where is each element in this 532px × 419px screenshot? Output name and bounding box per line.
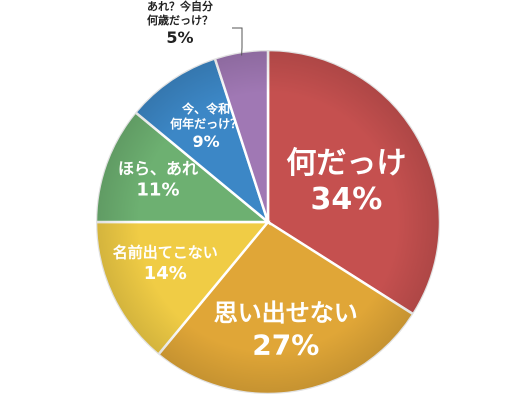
slice-percent-3: 11% bbox=[136, 180, 179, 201]
slice-percent-5: 5% bbox=[166, 28, 193, 47]
slice-label-4-line-0: 今、令和 bbox=[181, 101, 230, 116]
slice-label-1-line-0: 思い出せない bbox=[214, 299, 358, 327]
slice-percent-2: 14% bbox=[144, 263, 187, 284]
slice-percent-1: 27% bbox=[252, 329, 319, 362]
slice-label-3-line-0: ほら、あれ bbox=[118, 159, 198, 178]
slice-label-4-line-1: 何年だっけ？ bbox=[170, 116, 242, 131]
slice-percent-4: 9% bbox=[193, 132, 220, 151]
slice-label-2-line-0: 名前出てこない bbox=[113, 244, 218, 262]
slice-percent-0: 34% bbox=[310, 182, 382, 217]
slice-label-0-line-0: 何だっけ bbox=[286, 146, 406, 181]
slice-label-5-line-1: 何歳だっけ？ bbox=[147, 13, 213, 27]
slice-label-5-line-0: あれ？今自分 bbox=[147, 0, 213, 13]
leader-line-5 bbox=[232, 27, 243, 56]
